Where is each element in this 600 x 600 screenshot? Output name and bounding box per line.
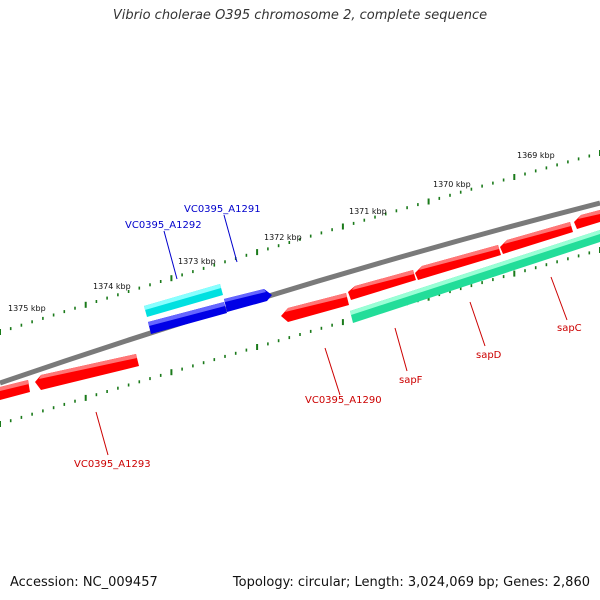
gene-arrow-vc0395-a1293-left[interactable] (0, 380, 30, 400)
gene-arrow-vc0395-a1292[interactable] (144, 284, 223, 317)
kbp-label: 1372 kbp (264, 233, 302, 242)
gene-label-vc0395-a1291[interactable]: VC0395_A1291 (184, 204, 261, 215)
gene-arrow-sapf[interactable] (348, 270, 416, 300)
leader-line (95, 411, 109, 456)
gene-label-vc0395-a1292[interactable]: VC0395_A1292 (125, 220, 202, 231)
gene-label-vc0395-a1290[interactable]: VC0395_A1290 (305, 395, 382, 406)
leader-line (163, 230, 178, 280)
gene-arrow-vc0395-a1291-left[interactable] (148, 302, 227, 334)
gene-label-vc0395-a1293[interactable]: VC0395_A1293 (74, 459, 151, 470)
kbp-label: 1370 kbp (433, 180, 471, 189)
leader-line (324, 347, 341, 396)
gene-arrow-vc0395-a1293[interactable] (35, 354, 139, 390)
kbp-label: 1371 kbp (349, 207, 387, 216)
gene-arrow-vc0395-a1291-right[interactable] (224, 289, 272, 312)
gene-arrow-sapd[interactable] (415, 245, 501, 280)
accession-label: Accession: NC_009457 (10, 575, 158, 590)
chromosome-backbone (0, 200, 600, 386)
kbp-label: 1373 kbp (178, 257, 216, 266)
leader-line (223, 214, 238, 263)
kbp-label: 1374 kbp (93, 282, 131, 291)
map-title: Vibrio cholerae O395 chromosome 2, compl… (112, 8, 488, 23)
leader-line (550, 276, 568, 321)
gene-label-sapf[interactable]: sapF (399, 375, 423, 386)
gene-arrow-vc0395-a1290[interactable] (281, 293, 349, 322)
kbp-label: 1375 kbp (8, 304, 46, 313)
gene-arrow-green[interactable] (350, 230, 600, 323)
gene-arrow-edge-right[interactable] (574, 210, 600, 229)
topology-label: Topology: circular; Length: 3,024,069 bp… (232, 575, 590, 590)
gene-arrow-sapc[interactable] (500, 222, 573, 254)
inner-ruler (0, 247, 600, 427)
gene-label-sapc[interactable]: sapC (557, 323, 582, 334)
kbp-label: 1369 kbp (517, 151, 555, 160)
leader-line (394, 327, 408, 372)
leader-line (469, 301, 486, 347)
gene-label-sapd[interactable]: sapD (476, 350, 502, 361)
